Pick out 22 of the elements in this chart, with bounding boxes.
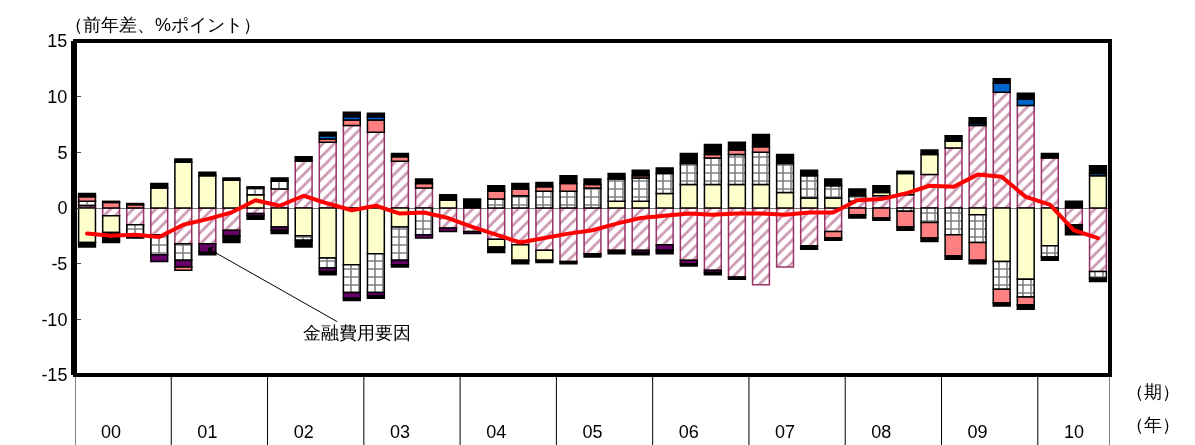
y-tick-label: -10 xyxy=(41,309,68,330)
y-tick-label: 0 xyxy=(57,198,68,219)
x-tick-label: 00 xyxy=(101,422,122,442)
text: （年） xyxy=(1126,415,1180,435)
text: （期） xyxy=(1126,382,1180,402)
x-tick-label: 02 xyxy=(293,422,314,442)
y-tick-label: 15 xyxy=(47,31,68,52)
y-tick-label: -5 xyxy=(51,253,68,274)
x-tick-label: 05 xyxy=(582,422,603,442)
y-tick-label: -15 xyxy=(41,365,68,386)
y-axis-title: （前年差、%ポイント） xyxy=(65,15,262,35)
x-tick-label: 04 xyxy=(486,422,507,442)
x-tick-label: 06 xyxy=(678,422,699,442)
x-tick-label: 10 xyxy=(1063,422,1084,442)
x-tick-label: 08 xyxy=(871,422,892,442)
y-tick-label: 10 xyxy=(47,86,68,107)
x-tick-label: 09 xyxy=(967,422,988,442)
annotation: 金融費用要因 xyxy=(303,323,411,343)
y-tick-label: 5 xyxy=(57,142,68,163)
x-tick-label: 01 xyxy=(197,422,218,442)
x-tick-label: 03 xyxy=(389,422,410,442)
x-tick-label: 07 xyxy=(775,422,796,442)
